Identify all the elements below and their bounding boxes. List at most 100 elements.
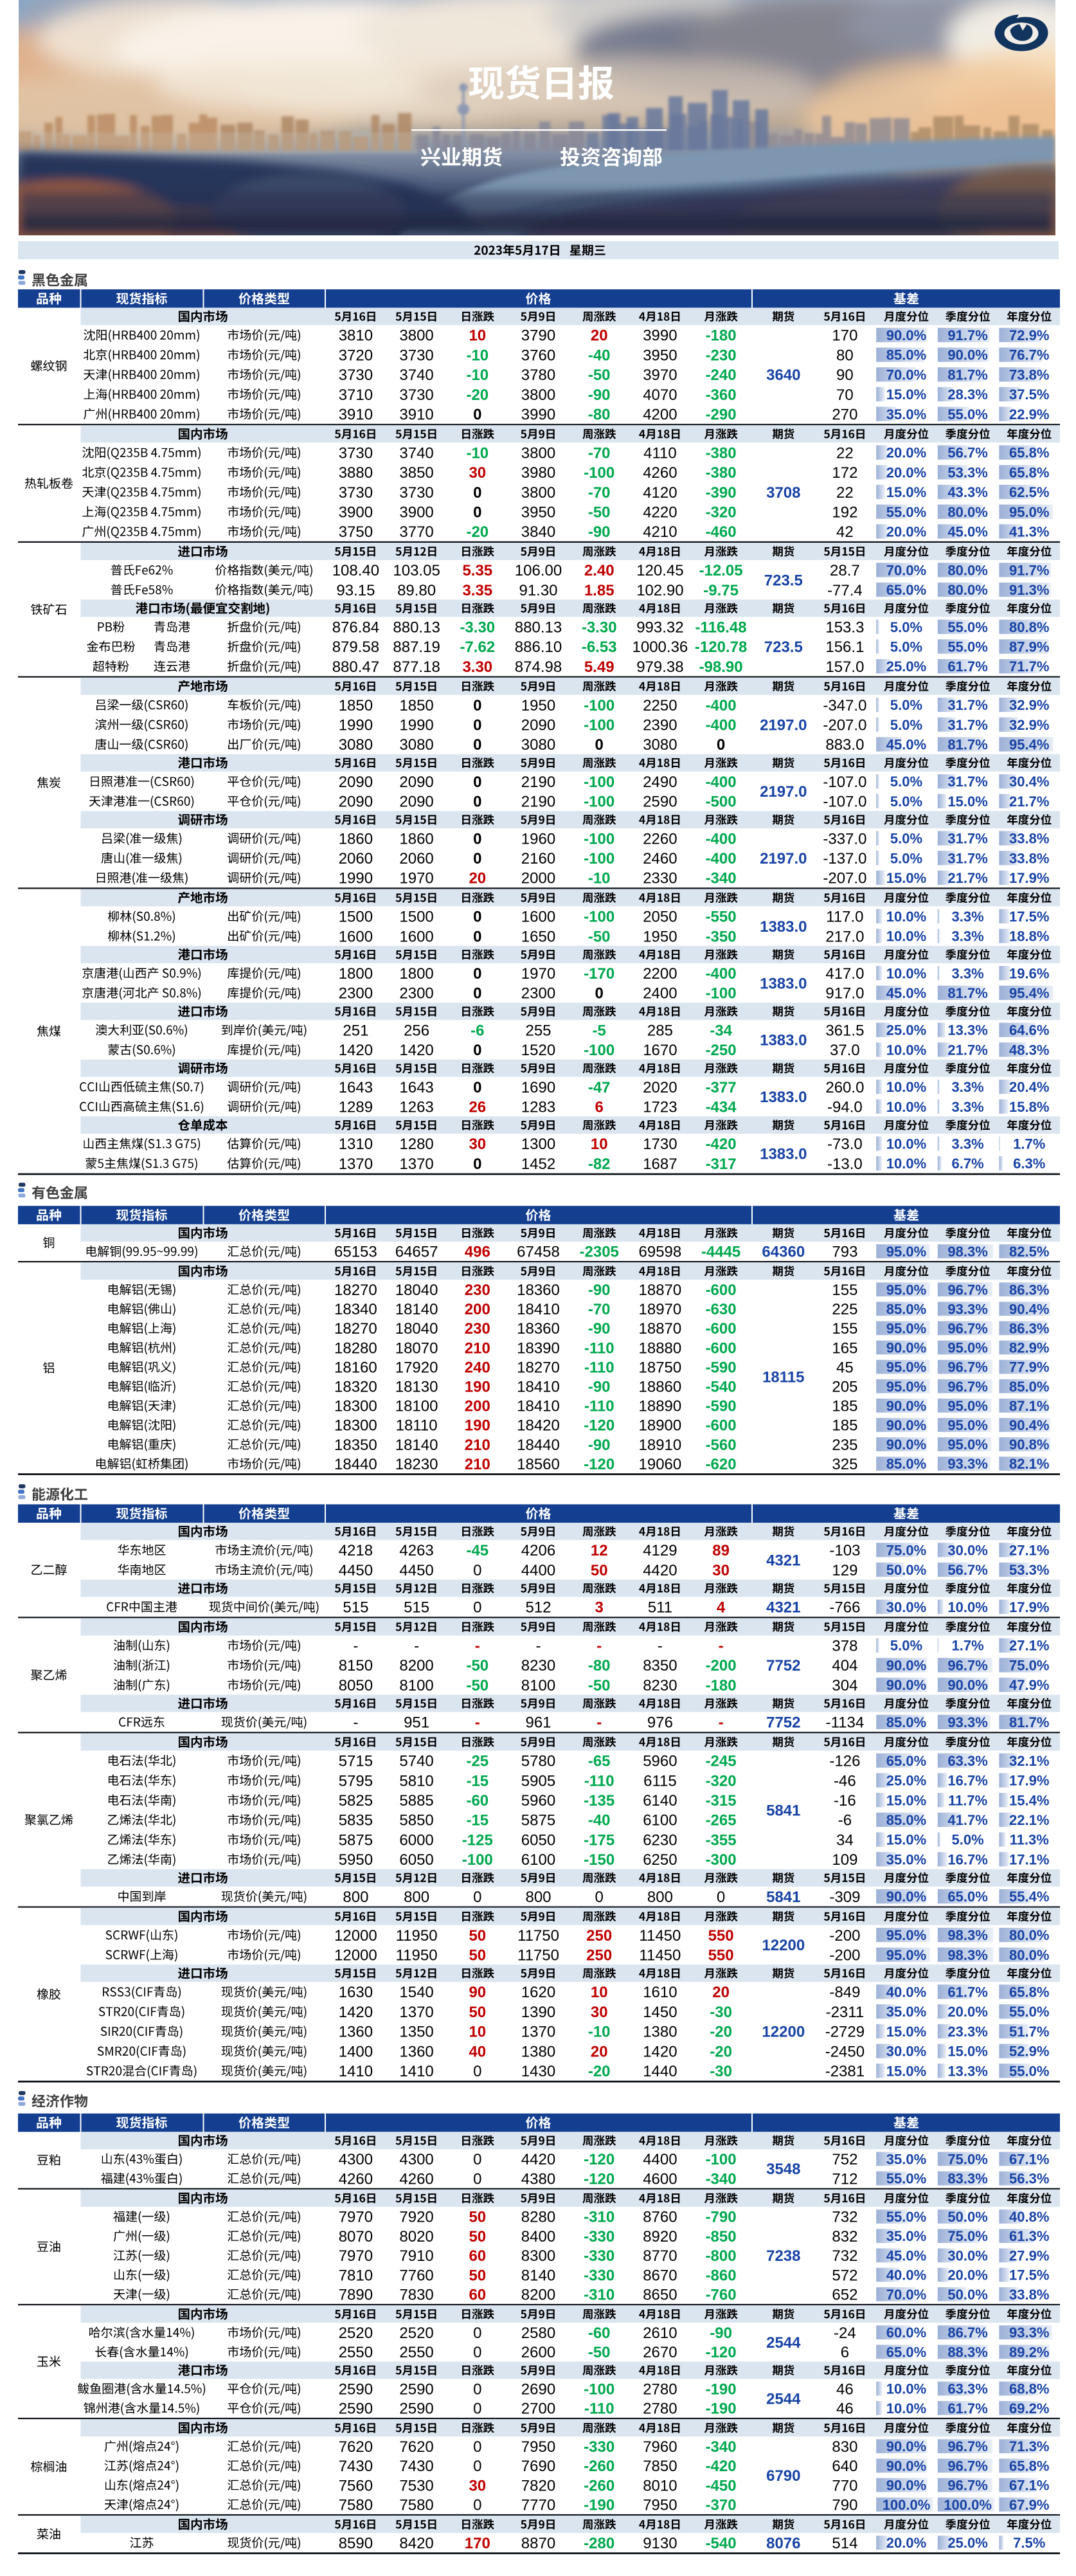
svg-text:2000: 2000 [521,870,555,887]
svg-text:95.0%: 95.0% [886,1927,926,1943]
svg-text:2330: 2330 [643,870,677,887]
svg-text:-3.30: -3.30 [460,619,495,637]
svg-text:18110: 18110 [396,1417,438,1435]
svg-text:4450: 4450 [399,1562,433,1579]
svg-text:30: 30 [591,2004,608,2021]
svg-text:5885: 5885 [399,1792,433,1810]
svg-text:3770: 3770 [399,523,433,541]
svg-text:8420: 8420 [399,2535,433,2552]
svg-text:32.1%: 32.1% [1009,1753,1049,1769]
svg-text:1650: 1650 [521,928,555,945]
svg-text:1500: 1500 [399,909,433,926]
svg-text:95.0%: 95.0% [947,1437,987,1453]
svg-text:-540: -540 [706,1379,737,1396]
svg-text:6140: 6140 [643,1792,677,1810]
svg-text:1990: 1990 [339,870,373,887]
svg-text:880.47: 880.47 [332,658,379,676]
svg-text:80.0%: 80.0% [947,504,987,520]
svg-text:2544: 2544 [766,2334,801,2352]
svg-text:87.1%: 87.1% [1009,1398,1049,1414]
svg-text:3760: 3760 [521,347,555,364]
svg-text:-100: -100 [584,794,614,811]
svg-text:887.19: 887.19 [393,639,440,656]
svg-text:0: 0 [473,1156,481,1173]
svg-text:2090: 2090 [399,774,433,791]
svg-text:108.40: 108.40 [332,562,379,579]
svg-text:8140: 8140 [521,2267,555,2284]
svg-text:2590: 2590 [643,794,677,811]
svg-text:-120: -120 [584,2151,614,2168]
svg-text:951: 951 [404,1714,429,1732]
svg-text:156.1: 156.1 [825,639,864,656]
svg-text:55.0%: 55.0% [886,504,926,520]
svg-text:3750: 3750 [339,523,373,541]
svg-text:7580: 7580 [399,2497,433,2514]
svg-text:4420: 4420 [521,2151,555,2168]
svg-text:-20: -20 [588,2063,611,2080]
svg-text:-360: -360 [706,386,737,404]
svg-text:-190: -190 [584,2497,614,2514]
svg-text:832: 832 [832,2228,857,2245]
svg-text:-110: -110 [584,1398,614,1415]
svg-text:18280: 18280 [334,1339,377,1357]
svg-text:45: 45 [836,1359,854,1376]
svg-text:0: 0 [473,2344,481,2361]
svg-text:3.3%: 3.3% [952,1099,984,1115]
svg-text:-100: -100 [584,464,614,482]
svg-text:55.0%: 55.0% [947,619,987,635]
svg-text:-34: -34 [710,1022,732,1039]
svg-text:-310: -310 [584,2287,614,2304]
svg-text:732: 732 [832,2209,857,2226]
svg-text:723.5: 723.5 [764,572,803,589]
svg-text:5950: 5950 [339,1851,373,1869]
svg-text:-434: -434 [706,1099,737,1116]
svg-text:515: 515 [343,1599,368,1617]
svg-text:8050: 8050 [339,1677,373,1694]
svg-text:96.7%: 96.7% [947,2438,987,2454]
svg-text:4450: 4450 [339,1562,373,1579]
svg-text:1860: 1860 [399,830,433,848]
svg-text:32.9%: 32.9% [1009,697,1049,713]
svg-text:-850: -850 [706,2228,737,2245]
svg-text:7238: 7238 [766,2247,800,2265]
svg-text:18140: 18140 [395,1437,438,1454]
svg-text:90.8%: 90.8% [1009,1437,1049,1453]
svg-text:1000.36: 1000.36 [632,639,688,656]
svg-text:8020: 8020 [399,2228,433,2245]
svg-text:0: 0 [473,2170,481,2188]
svg-text:48.3%: 48.3% [1009,1042,1049,1058]
svg-text:40.0%: 40.0% [886,2267,926,2283]
svg-text:18230: 18230 [395,1456,438,1473]
svg-text:81.7%: 81.7% [1009,1714,1049,1730]
svg-text:-280: -280 [584,2535,614,2552]
svg-text:325: 325 [832,1456,857,1473]
svg-text:90.4%: 90.4% [1009,1417,1049,1433]
svg-text:-94.0: -94.0 [827,1099,863,1116]
svg-text:1500: 1500 [339,909,373,926]
svg-text:-3.30: -3.30 [582,619,617,637]
svg-text:22.9%: 22.9% [1009,406,1049,422]
svg-text:-450: -450 [706,2477,737,2494]
svg-text:30: 30 [469,1136,486,1153]
svg-text:1420: 1420 [399,1042,433,1059]
svg-text:1289: 1289 [339,1099,373,1116]
svg-text:1723: 1723 [643,1099,677,1116]
svg-text:85.0%: 85.0% [1009,1379,1049,1395]
svg-text:6115: 6115 [643,1772,677,1790]
svg-text:-120: -120 [584,1456,614,1473]
svg-text:-100: -100 [584,2381,614,2398]
svg-text:8150: 8150 [339,1657,373,1674]
svg-text:210: 210 [465,1339,490,1357]
svg-text:3990: 3990 [521,406,555,424]
svg-text:4120: 4120 [643,484,677,502]
svg-text:-24: -24 [834,2325,856,2342]
svg-text:62.5%: 62.5% [1009,484,1049,500]
svg-text:30: 30 [469,2477,486,2494]
svg-text:7850: 7850 [643,2458,677,2475]
svg-text:1383.0: 1383.0 [760,1089,807,1106]
svg-text:23.3%: 23.3% [947,2024,987,2040]
svg-text:102.90: 102.90 [636,582,683,599]
svg-text:-90: -90 [588,1282,611,1299]
svg-text:90: 90 [836,367,854,384]
svg-text:8870: 8870 [521,2535,555,2552]
